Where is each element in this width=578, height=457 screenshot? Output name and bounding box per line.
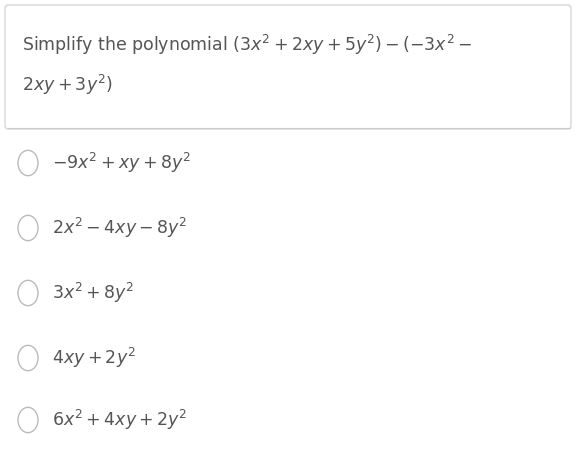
- Text: $3x^2 + 8y^2$: $3x^2 + 8y^2$: [52, 281, 134, 305]
- FancyBboxPatch shape: [5, 5, 571, 129]
- Text: $4xy + 2y^2$: $4xy + 2y^2$: [52, 346, 136, 370]
- Text: $2xy + 3y^2)$: $2xy + 3y^2)$: [22, 73, 113, 97]
- Text: $6x^2 + 4xy + 2y^2$: $6x^2 + 4xy + 2y^2$: [52, 408, 187, 432]
- Text: $-9x^2 + xy + 8y^2$: $-9x^2 + xy + 8y^2$: [52, 151, 191, 175]
- Text: $2x^2 - 4xy - 8y^2$: $2x^2 - 4xy - 8y^2$: [52, 216, 187, 240]
- Text: Simplify the polynomial $(3x^2 + 2xy + 5y^2) - (-3x^2 -$: Simplify the polynomial $(3x^2 + 2xy + 5…: [22, 33, 472, 57]
